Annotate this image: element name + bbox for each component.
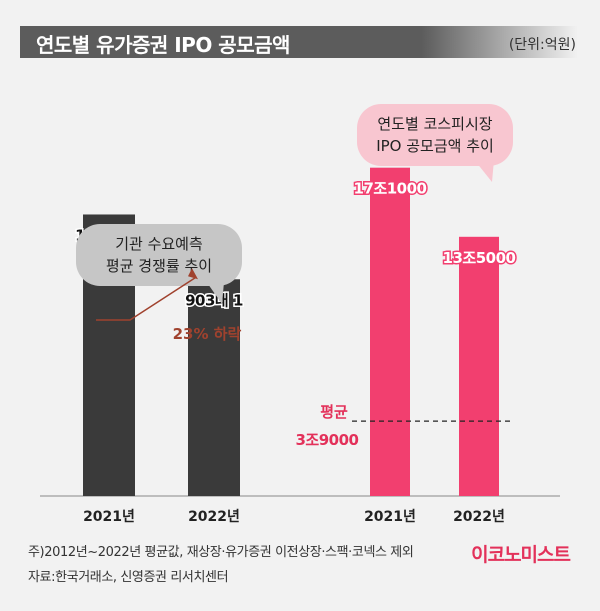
average-value: 3조9000 (296, 431, 359, 449)
average-label: 평균 (320, 403, 348, 421)
title-bar (20, 26, 578, 58)
bar-competition-2 (188, 279, 240, 496)
callout-text-left: 평균 경쟁률 추이 (106, 257, 212, 275)
data-label: 13조5000 (443, 249, 516, 267)
decline-annotation: 23% 하락 (173, 325, 242, 343)
data-label: 903대 1 (185, 291, 243, 309)
x-tick-label: 2022년 (453, 509, 505, 525)
unit-label: (단위:억원) (508, 37, 576, 53)
data-label: 17조1000 (354, 180, 427, 198)
x-tick-label: 2021년 (364, 509, 416, 525)
callout-text-left: 기관 수요예측 (115, 235, 203, 253)
callout-tail-left (208, 282, 224, 304)
decline-arrow-head (188, 268, 198, 280)
bar-amount-2 (459, 236, 499, 497)
callout-tail-right (476, 160, 494, 182)
callout-bubble-left (76, 224, 242, 286)
callout-bubble-right (357, 104, 513, 166)
callout-text-right: IPO 공모금액 추이 (376, 137, 494, 155)
footnote: 주)2012년~2022년 평균값, 재상장·유가증권 이전상장·스팩·코넥스 … (28, 545, 414, 560)
brand-logo: 이코노미스트 (471, 544, 571, 566)
bar-amount-1 (370, 167, 410, 496)
callout-text-right: 연도별 코스피시장 (377, 115, 492, 133)
x-tick-label: 2021년 (83, 509, 135, 525)
chart-title: 연도별 유가증권 IPO 공모금액 (36, 33, 290, 57)
decline-arrow-line (96, 276, 197, 321)
x-tick-label: 2022년 (188, 509, 240, 525)
source-note: 자료:한국거래소, 신영증권 리서치센터 (28, 570, 229, 585)
